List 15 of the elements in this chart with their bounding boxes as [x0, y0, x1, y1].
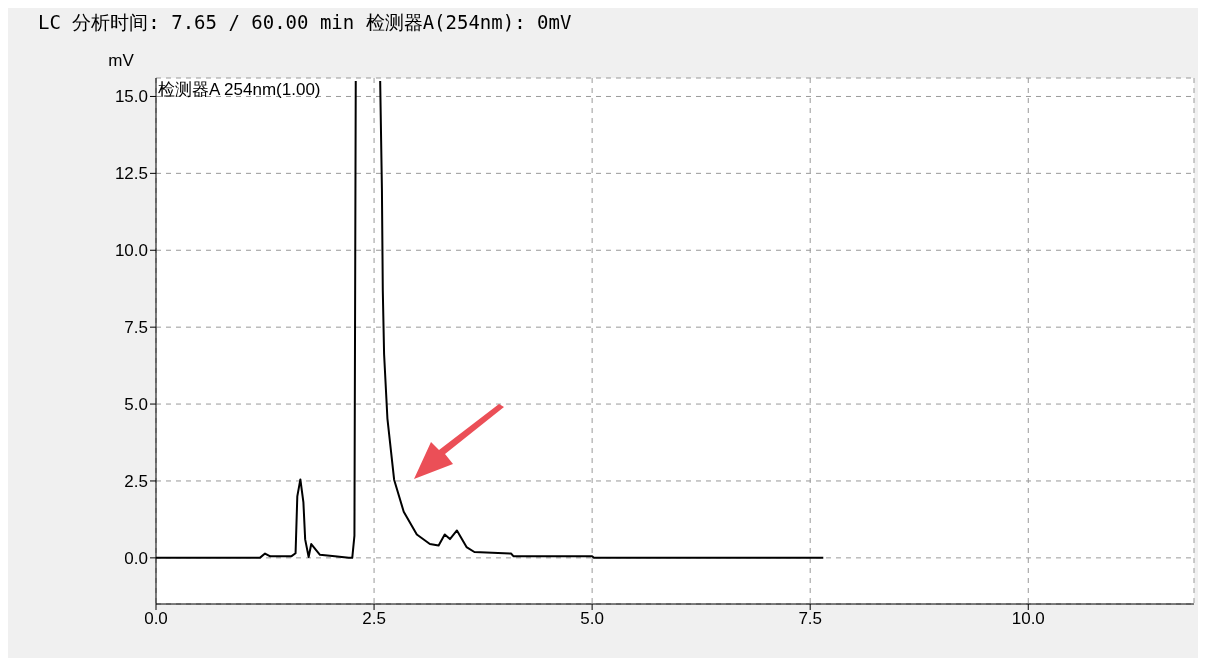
y-axis-title: mV	[108, 51, 135, 70]
y-tick-label: 7.5	[124, 318, 148, 338]
y-tick-label: 12.5	[114, 164, 148, 184]
x-tick-label: 0.0	[144, 609, 168, 629]
y-tick-label: 5.0	[124, 395, 148, 415]
x-tick-label: 7.5	[798, 609, 823, 629]
x-tick-label: 10.0	[1011, 609, 1045, 629]
x-tick-label: 5.0	[580, 609, 604, 629]
text: 检测器A 254nm(1.00)	[158, 79, 321, 101]
chart-title: LC 分析时间: 7.65 / 60.00 min 检测器A(254nm): 0mV	[37, 10, 573, 35]
x-tick-label: 2.5	[362, 609, 386, 629]
y-tick-label: 0.0	[124, 548, 148, 568]
y-tick-label: 2.5	[124, 471, 148, 491]
y-tick-label: 15.0	[114, 87, 148, 107]
y-tick-label: 10.0	[114, 241, 148, 261]
